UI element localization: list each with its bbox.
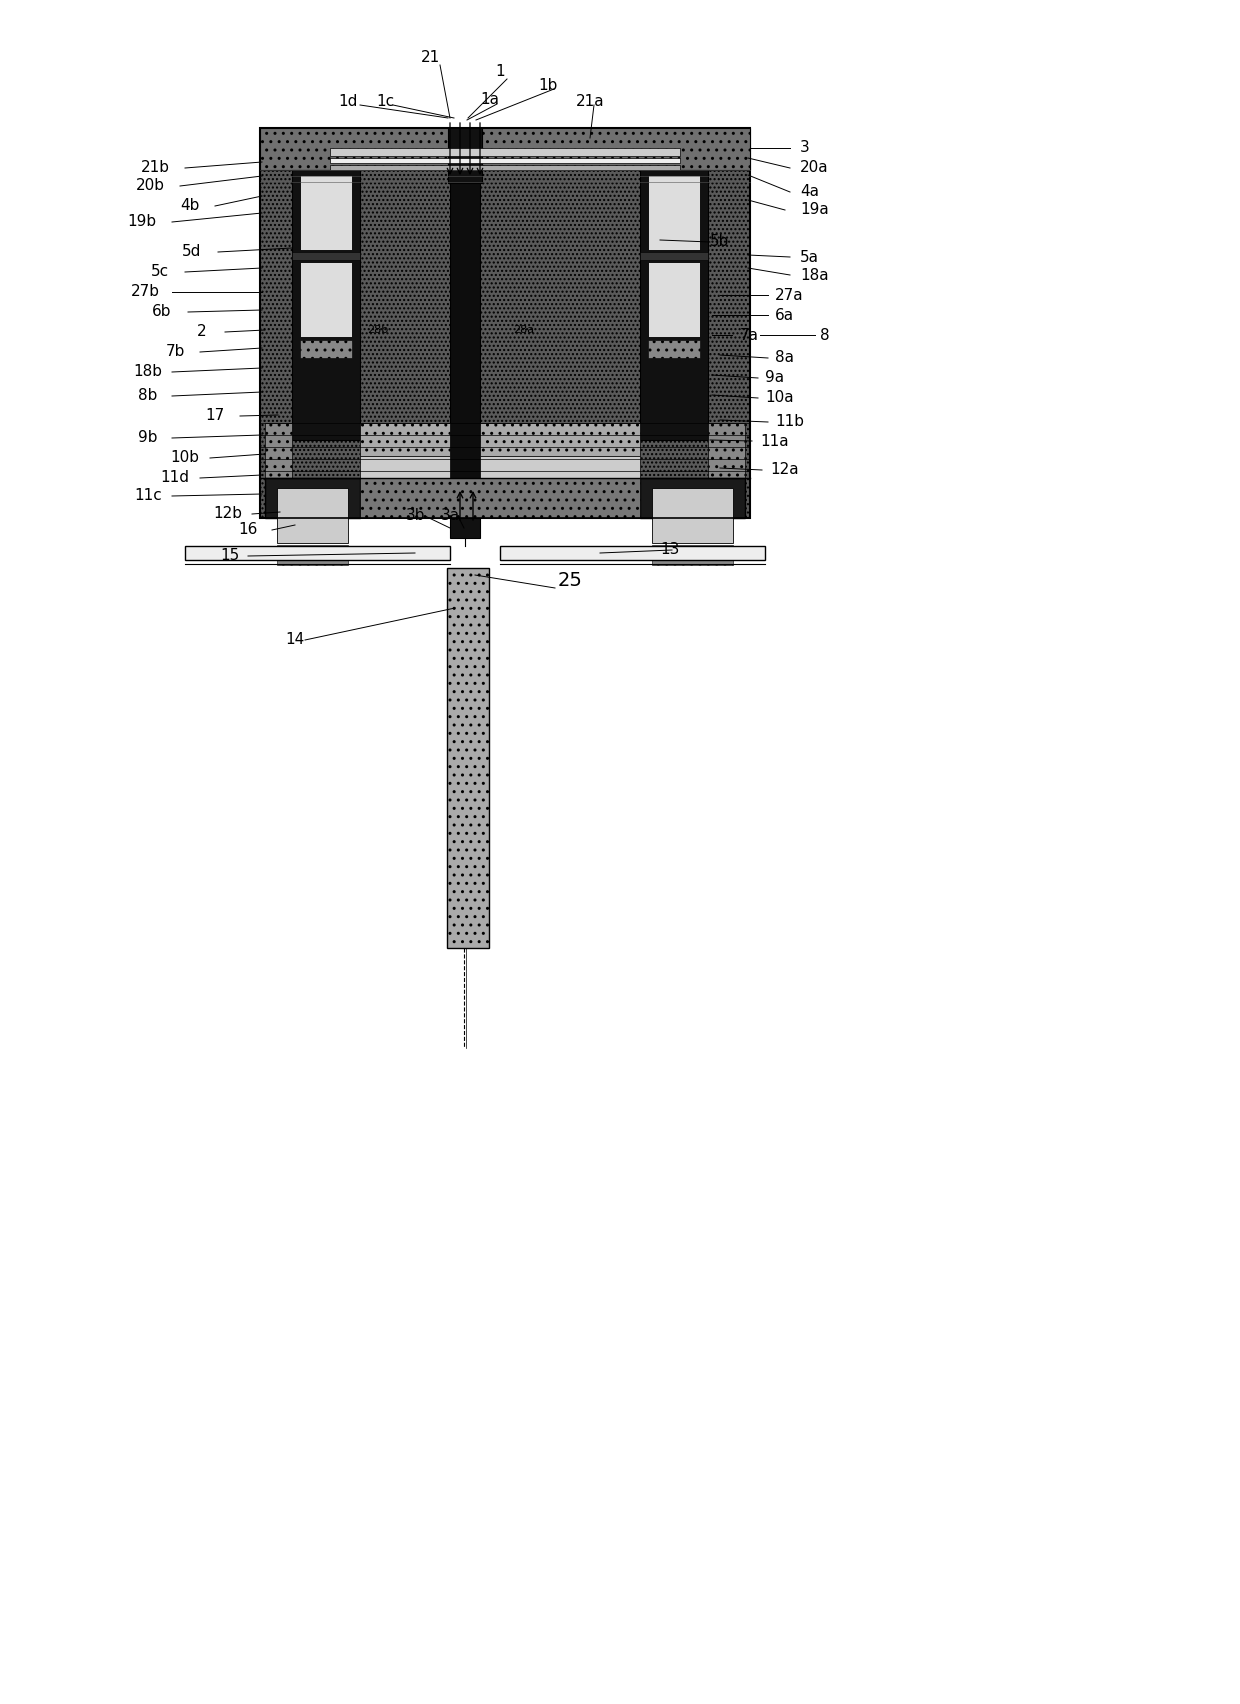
Text: 4a: 4a (800, 184, 818, 199)
Bar (652, 545, 733, 566)
Text: 21: 21 (420, 51, 440, 65)
Text: 20b: 20b (135, 179, 165, 194)
Text: 9a: 9a (765, 370, 784, 385)
Text: 1a: 1a (481, 92, 500, 107)
Bar (500, 545, 765, 561)
Bar (450, 170, 480, 518)
Text: 21b: 21b (140, 160, 170, 176)
Text: 7a: 7a (740, 327, 759, 343)
Bar (708, 423, 745, 479)
Text: 13: 13 (661, 542, 680, 557)
Bar (265, 423, 291, 479)
Bar (300, 262, 352, 337)
Bar (640, 252, 708, 261)
Bar (300, 176, 352, 250)
Text: 1: 1 (495, 65, 505, 80)
Text: 19a: 19a (800, 203, 828, 218)
Text: 25: 25 (558, 571, 583, 590)
Text: 11d: 11d (160, 470, 190, 486)
Text: 11b: 11b (775, 414, 804, 429)
Text: 5c: 5c (151, 264, 169, 279)
Text: 8b: 8b (139, 389, 157, 404)
Text: 11a: 11a (760, 433, 789, 448)
Text: 3: 3 (800, 140, 810, 155)
Text: 27b: 27b (130, 285, 160, 300)
Bar (300, 341, 352, 358)
Bar (649, 341, 701, 358)
Bar (291, 252, 360, 261)
Bar (277, 545, 348, 566)
Text: 21a: 21a (575, 94, 604, 109)
Bar (185, 545, 450, 561)
Text: 8a: 8a (775, 351, 794, 365)
Bar (260, 128, 750, 518)
Text: 12b: 12b (213, 506, 243, 521)
Bar (448, 128, 482, 182)
Bar (330, 165, 680, 170)
Text: 9b: 9b (138, 431, 157, 445)
Text: 1c: 1c (376, 94, 394, 109)
Text: 18b: 18b (134, 365, 162, 380)
Bar (450, 518, 480, 538)
Text: 5b: 5b (711, 235, 729, 249)
Text: 6a: 6a (775, 307, 794, 322)
Bar (649, 176, 701, 250)
Text: 1d: 1d (339, 94, 357, 109)
Text: 5d: 5d (182, 244, 202, 259)
Text: 20a: 20a (800, 160, 828, 176)
Text: 27a: 27a (775, 288, 804, 303)
Bar (330, 158, 680, 164)
Text: 28a: 28a (513, 325, 534, 336)
Text: 5a: 5a (800, 249, 818, 264)
Text: 6b: 6b (153, 305, 172, 320)
Bar (652, 487, 733, 544)
Bar (291, 170, 360, 440)
Text: 28b: 28b (367, 325, 388, 336)
Bar (277, 487, 348, 544)
Text: 1b: 1b (538, 78, 558, 94)
Text: 8: 8 (820, 327, 830, 343)
Bar (360, 479, 640, 518)
Text: 11c: 11c (134, 489, 162, 503)
Text: 16: 16 (238, 523, 258, 537)
Bar (446, 567, 489, 947)
Text: 4b: 4b (180, 198, 200, 213)
Text: 10a: 10a (765, 390, 794, 406)
Text: 19b: 19b (128, 215, 156, 230)
Text: 18a: 18a (800, 268, 828, 283)
Bar (480, 457, 640, 479)
Text: 12a: 12a (770, 462, 799, 477)
Text: 3b: 3b (407, 508, 425, 523)
Bar (265, 479, 360, 518)
Bar (260, 128, 750, 170)
Text: 7b: 7b (165, 344, 185, 360)
Text: 3a: 3a (440, 508, 460, 523)
Bar (640, 479, 745, 518)
Text: 14: 14 (285, 632, 305, 648)
Bar (360, 423, 450, 457)
Bar (360, 457, 450, 479)
Text: 17: 17 (206, 409, 224, 424)
Bar (330, 148, 680, 157)
Bar (649, 262, 701, 337)
Text: 2: 2 (197, 324, 207, 339)
Text: 15: 15 (221, 549, 239, 564)
Bar (640, 170, 708, 440)
Bar (480, 423, 640, 457)
Text: 10b: 10b (171, 450, 200, 465)
